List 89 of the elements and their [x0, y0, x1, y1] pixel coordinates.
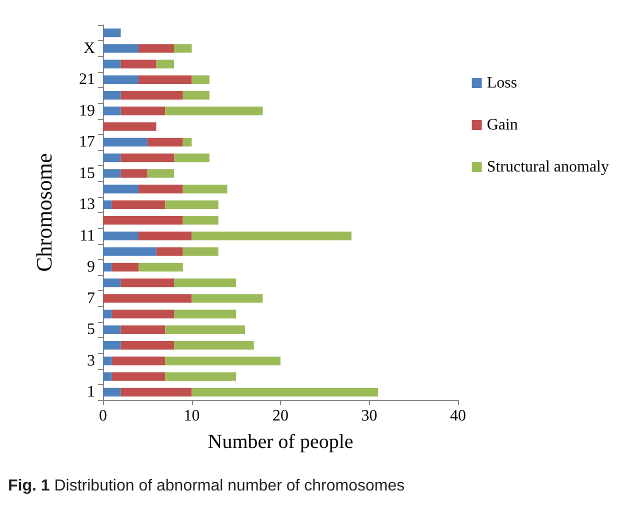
- bar: [103, 388, 121, 396]
- bar: [103, 138, 148, 146]
- bar: [138, 44, 174, 53]
- bar: [165, 200, 218, 209]
- bar: [174, 310, 236, 318]
- bar: [103, 325, 121, 334]
- bar: [174, 44, 192, 53]
- legend-label: Gain: [486, 116, 518, 134]
- bar: [103, 341, 121, 350]
- y-tick-label: 3: [87, 352, 95, 370]
- bar: [103, 278, 121, 288]
- y-axis-title: Chromosome: [32, 153, 56, 272]
- bar: [138, 184, 183, 194]
- bar: [147, 169, 174, 178]
- y-tick-label: 5: [87, 321, 95, 338]
- bar: [103, 75, 138, 84]
- bar: [120, 91, 183, 100]
- bar: [165, 106, 263, 116]
- bar: [103, 216, 183, 225]
- bar: [103, 106, 121, 116]
- bar: [182, 216, 218, 225]
- bar: [156, 60, 174, 68]
- y-tick-label: 13: [79, 196, 95, 214]
- y-tick-label: 21: [79, 71, 95, 88]
- bar: [120, 388, 192, 396]
- bar: [174, 154, 210, 162]
- bar: [103, 372, 112, 381]
- bar: [103, 356, 112, 366]
- bar: [103, 169, 121, 178]
- y-tick-label: 1: [87, 384, 95, 401]
- bar: [103, 91, 121, 100]
- x-tick-label: 40: [450, 408, 466, 424]
- bar: [120, 60, 156, 68]
- bar: [103, 28, 121, 38]
- x-tick-label: 0: [99, 408, 107, 424]
- bar: [103, 154, 121, 162]
- bar: [112, 372, 166, 381]
- bar: [120, 106, 166, 116]
- bar: [182, 91, 210, 100]
- y-tick-label: 9: [87, 258, 95, 276]
- bar: [103, 200, 112, 209]
- bar: [120, 154, 174, 162]
- caption: Fig. 1 Distribution of abnormal number of chromosomes: [8, 478, 405, 494]
- y-tick-label: 15: [79, 164, 95, 182]
- bar: [112, 262, 138, 272]
- bar: [103, 122, 156, 131]
- bar: [103, 247, 156, 256]
- bar: [165, 356, 280, 366]
- bar: [138, 75, 192, 84]
- bar: [120, 169, 148, 178]
- bar: [174, 278, 236, 288]
- bar: [147, 138, 183, 146]
- bar: [112, 200, 166, 209]
- bar: [156, 247, 183, 256]
- y-tick-label: 7: [87, 290, 95, 307]
- bar: [103, 232, 138, 240]
- bar: [103, 262, 112, 272]
- bar: [192, 232, 352, 240]
- y-tick-label: X: [83, 40, 96, 57]
- bar: [103, 184, 138, 194]
- bar: [192, 388, 378, 396]
- x-tick-label: 10: [184, 408, 200, 424]
- bar: [182, 184, 228, 194]
- bar: [120, 341, 174, 350]
- bar: [174, 341, 254, 350]
- bar: [120, 278, 174, 288]
- x-tick-label: 20: [272, 408, 288, 424]
- bar: [165, 372, 236, 381]
- bar: [165, 325, 245, 334]
- bar: [103, 44, 138, 53]
- y-tick-label: 17: [79, 134, 95, 151]
- bar: [138, 232, 192, 240]
- y-tick-label: 11: [80, 227, 95, 244]
- bar: [103, 60, 121, 68]
- bar: [103, 294, 192, 303]
- bar: [103, 310, 112, 318]
- bar: [192, 75, 210, 84]
- bar: [182, 138, 192, 146]
- bar: [120, 325, 166, 334]
- bar: [182, 247, 218, 256]
- y-tick-label: 19: [79, 102, 95, 120]
- x-tick-label: 30: [361, 408, 378, 424]
- legend-label: Loss: [486, 74, 518, 92]
- x-axis-title: Number of people: [208, 431, 354, 453]
- bar: [112, 310, 174, 318]
- bar: [112, 356, 166, 366]
- bar: [192, 294, 263, 303]
- bar: [138, 262, 183, 272]
- legend-label: Structural anomaly: [486, 158, 609, 176]
